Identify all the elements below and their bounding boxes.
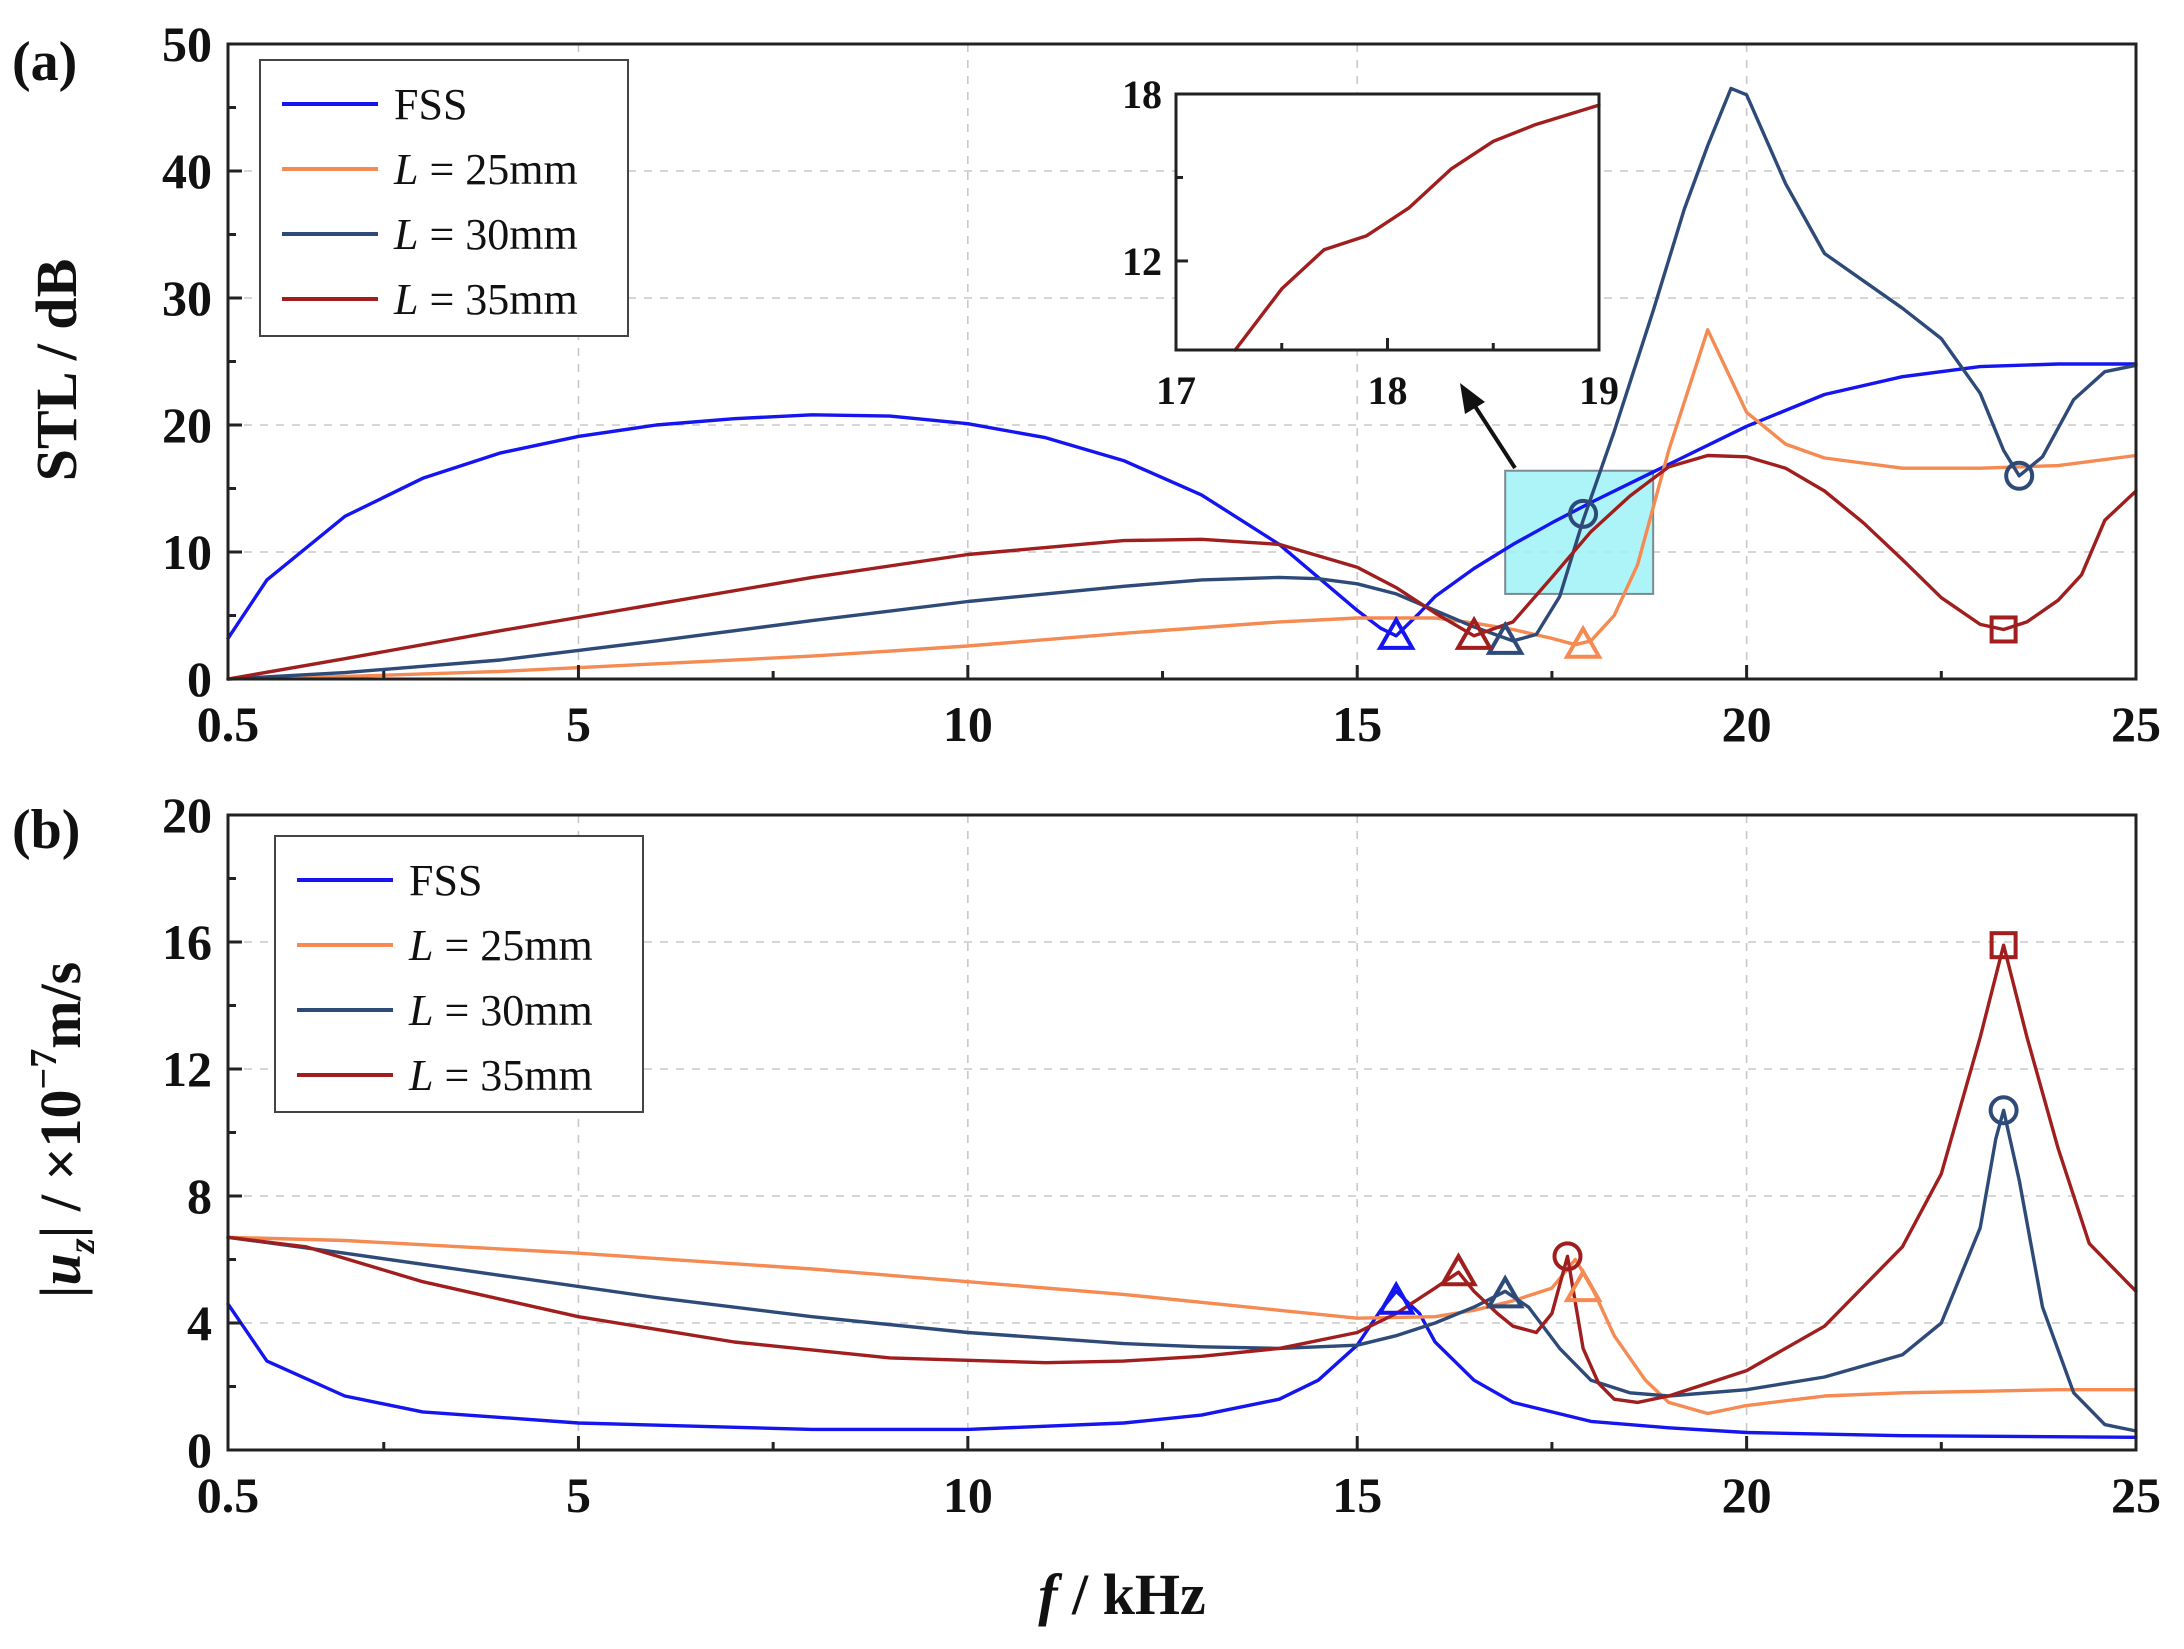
series-line-l-35mm (226, 943, 2138, 1405)
x-tick-label: 10 (943, 1467, 993, 1523)
y-tick-label: 20 (162, 397, 212, 453)
y-tick-label: 4 (187, 1295, 212, 1351)
x-tick-label: 5 (566, 1467, 591, 1523)
marker-triangle-l-35mm (1439, 1252, 1478, 1287)
inset-x-tick-label: 18 (1368, 368, 1408, 413)
panel-a-legend: FSS L = 25mm L = 30mm L = 35mm (259, 59, 629, 337)
series-line-l-25mm (226, 1235, 2138, 1416)
x-tick-label: 20 (1722, 696, 1772, 752)
legend-label-fss: FSS (394, 80, 467, 129)
panel-b-ticks: 0.5 5 10 15 20 25 0 4 8 12 16 20 (162, 787, 2161, 1523)
panel-a-grid (228, 44, 2136, 679)
marker-triangle-fss (1376, 1280, 1416, 1315)
panel-a-curves (226, 86, 2138, 681)
marker-square-l-35mm (1989, 615, 2018, 644)
x-tick-label: 0.5 (197, 696, 260, 752)
panel-b-velocity-chart: 0.5 5 10 15 20 25 0 4 8 12 16 20 (b) |uz| / ×10−7m/… (12, 787, 2161, 1627)
marker-triangle-l-30mm (1485, 1274, 1525, 1309)
inset-arrow (1460, 383, 1517, 470)
panel-b-legend: FSS L = 25mm L = 30mm L = 35mm (274, 835, 644, 1113)
marker-circle-l-30mm (1988, 1095, 2019, 1126)
svg-text:|uz| / ×10−7m/s: |uz| / ×10−7m/s (23, 962, 103, 1298)
inset-x-tick-label: 17 (1156, 368, 1196, 413)
panel-a-label: (a) (12, 31, 77, 93)
x-tick-label: 15 (1332, 696, 1382, 752)
y-tick-label: 12 (162, 1041, 212, 1097)
x-tick-label: 25 (2111, 1467, 2161, 1523)
panel-a-ticks: 0.5 5 10 15 20 25 0 10 20 30 40 50 (162, 16, 2161, 752)
legend-label-l-30mm: L = 30mm (393, 210, 578, 259)
legend-label-l-35mm: L = 35mm (393, 275, 578, 324)
marker-triangle-fss (1376, 615, 1416, 650)
inset-x-tick-label: 19 (1579, 368, 1619, 413)
x-tick-label: 15 (1332, 1467, 1382, 1523)
legend-label-l-25mm: L = 25mm (408, 921, 593, 970)
y-tick-label: 0 (187, 651, 212, 707)
series-line-fss (226, 362, 2138, 641)
inset-zoom-chart: 17 18 19 12 18 (1122, 72, 1619, 413)
marker-triangle-l-30mm (1485, 620, 1525, 655)
panel-b-label: (b) (12, 799, 80, 861)
panel-b-xlabel: f / kHz (1038, 1562, 1206, 1627)
marker-triangle-l-25mm (1563, 624, 1603, 659)
legend-label-l-25mm: L = 25mm (393, 145, 578, 194)
x-tick-label: 5 (566, 696, 591, 752)
series-line-l-30mm (226, 86, 2138, 681)
y-tick-label: 20 (162, 787, 212, 843)
inset-series-line-l-35mm (1233, 103, 1601, 352)
y-tick-label: 30 (162, 270, 212, 326)
panel-a-stl-chart: 0.5 5 10 15 20 25 0 10 20 30 40 50 (a) STL / dB FSS… (12, 16, 2161, 752)
marker-circle-l-35mm (1552, 1241, 1583, 1272)
legend-label-fss: FSS (409, 856, 482, 905)
legend-label-l-30mm: L = 30mm (408, 986, 593, 1035)
marker-triangle-l-25mm (1563, 1268, 1603, 1303)
x-tick-label: 20 (1722, 1467, 1772, 1523)
inset-y-tick-label: 12 (1122, 239, 1162, 284)
marker-circle-l-30mm (1568, 498, 1599, 529)
y-tick-label: 10 (162, 524, 212, 580)
x-tick-label: 25 (2111, 696, 2161, 752)
x-tick-label: 10 (943, 696, 993, 752)
arrow-head-icon (1460, 383, 1485, 414)
svg-text:f / kHz: f / kHz (1038, 1562, 1206, 1627)
y-tick-label: 16 (162, 914, 212, 970)
y-tick-label: 8 (187, 1168, 212, 1224)
legend-label-l-35mm: L = 35mm (408, 1051, 593, 1100)
marker-square-l-35mm (1989, 931, 2018, 960)
y-tick-label: 0 (187, 1422, 212, 1478)
panel-a-markers (1376, 460, 2035, 659)
inset-y-tick-label: 18 (1122, 72, 1162, 117)
y-tick-label: 40 (162, 143, 212, 199)
panel-b-ylabel: |uz| / ×10−7m/s (23, 962, 103, 1298)
series-line-l-25mm (226, 328, 2138, 681)
series-line-fss (226, 1289, 2138, 1440)
y-tick-label: 50 (162, 16, 212, 72)
marker-circle-l-30mm (2004, 460, 2035, 491)
series-line-l-30mm (226, 1108, 2138, 1433)
panel-b-curves (226, 943, 2138, 1440)
panel-a-ylabel: STL / dB (24, 259, 89, 481)
marker-triangle-l-35mm (1454, 615, 1494, 650)
series-line-l-35mm (226, 453, 2138, 681)
x-tick-label: 0.5 (197, 1467, 260, 1523)
panel-b-markers (1376, 931, 2019, 1315)
